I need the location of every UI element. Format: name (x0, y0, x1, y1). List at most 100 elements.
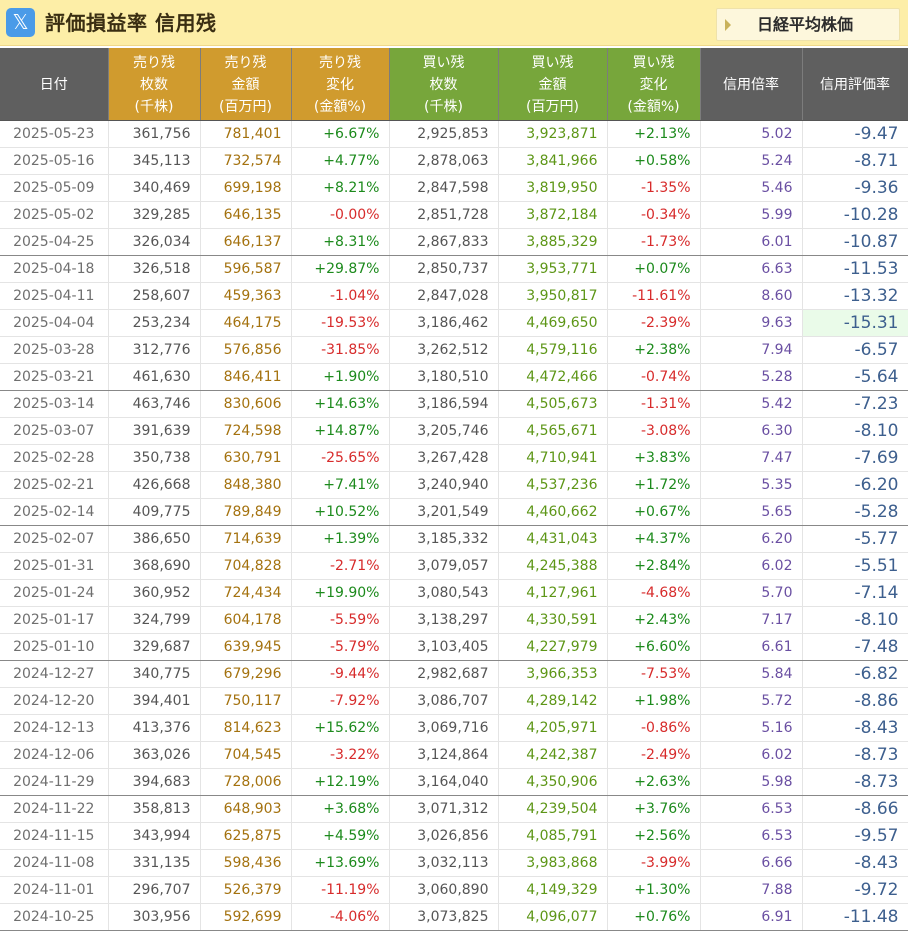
cell-sell-amount: 846,411 (200, 363, 292, 391)
cell-sell-amount: 728,006 (200, 768, 292, 796)
cell-date: 2025-01-31 (0, 552, 109, 580)
cell-buy-change: -3.08% (607, 417, 701, 445)
cell-buy-change: +4.37% (607, 525, 701, 553)
cell-buy-shares: 3,180,510 (389, 363, 499, 391)
table-row: 2024-11-08 331,135 598,436 +13.69% 3,032,113… (0, 849, 908, 877)
cell-buy-change: +1.98% (607, 687, 701, 715)
cell-buy-amount: 4,537,236 (498, 471, 608, 499)
margin-balance-table: 日付 売り残 枚数 (千株) 売り残 金額 (百万円) 売り残 変化 (金額%) 買い残 枚数… (0, 48, 908, 931)
cell-buy-shares: 2,847,598 (389, 174, 499, 202)
col-header-line: 日付 (39, 76, 68, 93)
col-header-line: 金額 (231, 76, 260, 93)
cell-margin-evaluation: -6.57 (802, 336, 908, 364)
cell-margin-ratio: 7.94 (700, 336, 803, 364)
cell-buy-shares: 3,138,297 (389, 606, 499, 634)
table-row: 2024-12-20 394,401 750,117 -7.92% 3,086,707 4… (0, 687, 908, 715)
table-row: 2025-02-28 350,738 630,791 -25.65% 3,267,428… (0, 444, 908, 472)
cell-buy-amount: 4,431,043 (498, 525, 608, 553)
col-header-sell-amount[interactable]: 売り残 金額 (百万円) (200, 48, 292, 121)
cell-margin-evaluation: -5.28 (802, 498, 908, 526)
cell-sell-change: +12.19% (291, 768, 390, 796)
cell-sell-shares: 296,707 (108, 876, 201, 904)
cell-margin-evaluation: -9.57 (802, 822, 908, 850)
table-row: 2025-02-14 409,775 789,849 +10.52% 3,201,549… (0, 498, 908, 526)
cell-sell-amount: 704,828 (200, 552, 292, 580)
cell-buy-amount: 4,245,388 (498, 552, 608, 580)
cell-date: 2025-05-09 (0, 174, 109, 202)
cell-sell-shares: 253,234 (108, 309, 201, 337)
table-row: 2025-05-02 329,285 646,135 -0.00% 2,851,728 3… (0, 201, 908, 229)
cell-margin-evaluation: -8.10 (802, 417, 908, 445)
cell-sell-shares: 331,135 (108, 849, 201, 877)
col-header-buy-shares[interactable]: 買い残 枚数 (千株) (389, 48, 499, 121)
cell-date: 2025-03-28 (0, 336, 109, 364)
cell-buy-amount: 3,819,950 (498, 174, 608, 202)
cell-date: 2024-11-08 (0, 849, 109, 877)
cell-margin-ratio: 6.01 (700, 228, 803, 256)
cell-sell-change: +8.31% (291, 228, 390, 256)
table-row: 2025-02-07 386,650 714,639 +1.39% 3,185,332 4… (0, 525, 908, 553)
cell-buy-amount: 3,923,871 (498, 120, 608, 148)
cell-buy-shares: 3,262,512 (389, 336, 499, 364)
cell-margin-evaluation: -5.51 (802, 552, 908, 580)
cell-buy-shares: 2,850,737 (389, 255, 499, 283)
table-row: 2025-03-28 312,776 576,856 -31.85% 3,262,512… (0, 336, 908, 364)
cell-sell-change: -0.00% (291, 201, 390, 229)
table-row: 2024-11-22 358,813 648,903 +3.68% 3,071,312 4… (0, 795, 908, 823)
cell-buy-amount: 4,472,466 (498, 363, 608, 391)
cell-buy-change: -0.86% (607, 714, 701, 742)
cell-buy-change: +0.76% (607, 903, 701, 931)
cell-buy-shares: 3,086,707 (389, 687, 499, 715)
cell-buy-amount: 4,505,673 (498, 390, 608, 418)
cell-buy-amount: 4,096,077 (498, 903, 608, 931)
cell-buy-amount: 3,953,771 (498, 255, 608, 283)
cell-buy-change: +2.13% (607, 120, 701, 148)
table-row: 2024-11-29 394,683 728,006 +12.19% 3,164,040… (0, 768, 908, 796)
nikkei-average-link-button[interactable]: 日経平均株価 (716, 8, 900, 41)
col-header-sell-shares[interactable]: 売り残 枚数 (千株) (108, 48, 201, 121)
col-header-line: 買い残 (632, 54, 675, 71)
cell-sell-change: +14.63% (291, 390, 390, 418)
cell-sell-amount: 648,903 (200, 795, 292, 823)
cell-sell-amount: 630,791 (200, 444, 292, 472)
cell-buy-shares: 3,124,864 (389, 741, 499, 769)
cell-buy-change: +2.63% (607, 768, 701, 796)
cell-sell-shares: 394,401 (108, 687, 201, 715)
cell-buy-change: +1.30% (607, 876, 701, 904)
cell-sell-change: -1.04% (291, 282, 390, 310)
col-header-sell-change[interactable]: 売り残 変化 (金額%) (291, 48, 390, 121)
cell-sell-shares: 461,630 (108, 363, 201, 391)
cell-buy-change: +0.58% (607, 147, 701, 175)
cell-date: 2024-12-20 (0, 687, 109, 715)
cell-buy-amount: 4,579,116 (498, 336, 608, 364)
cell-margin-evaluation: -8.43 (802, 849, 908, 877)
cell-margin-ratio: 6.63 (700, 255, 803, 283)
cell-buy-shares: 3,079,057 (389, 552, 499, 580)
cell-margin-evaluation: -7.14 (802, 579, 908, 607)
col-header-buy-amount[interactable]: 買い残 金額 (百万円) (498, 48, 608, 121)
cell-sell-amount: 724,598 (200, 417, 292, 445)
col-header-margin-ratio[interactable]: 信用倍率 (700, 48, 803, 121)
cell-margin-evaluation: -6.82 (802, 660, 908, 688)
table-row: 2024-10-25 303,956 592,699 -4.06% 3,073,825 4… (0, 903, 908, 931)
x-share-icon[interactable]: 𝕏 (6, 8, 35, 37)
cell-sell-amount: 789,849 (200, 498, 292, 526)
cell-sell-change: +1.39% (291, 525, 390, 553)
cell-margin-evaluation: -11.48 (802, 903, 908, 931)
cell-sell-change: -5.59% (291, 606, 390, 634)
col-header-buy-change[interactable]: 買い残 変化 (金額%) (607, 48, 701, 121)
cell-buy-amount: 3,885,329 (498, 228, 608, 256)
cell-buy-change: -2.39% (607, 309, 701, 337)
cell-sell-change: +4.59% (291, 822, 390, 850)
table-row: 2024-11-01 296,707 526,379 -11.19% 3,060,890… (0, 876, 908, 904)
cell-buy-change: -11.61% (607, 282, 701, 310)
col-header-date[interactable]: 日付 (0, 48, 109, 121)
cell-margin-ratio: 5.02 (700, 120, 803, 148)
cell-sell-change: +13.69% (291, 849, 390, 877)
col-header-margin-evaluation[interactable]: 信用評価率 (802, 48, 908, 121)
cell-buy-amount: 4,710,941 (498, 444, 608, 472)
cell-buy-change: +3.83% (607, 444, 701, 472)
cell-sell-change: -25.65% (291, 444, 390, 472)
cell-sell-shares: 409,775 (108, 498, 201, 526)
cell-sell-shares: 303,956 (108, 903, 201, 931)
